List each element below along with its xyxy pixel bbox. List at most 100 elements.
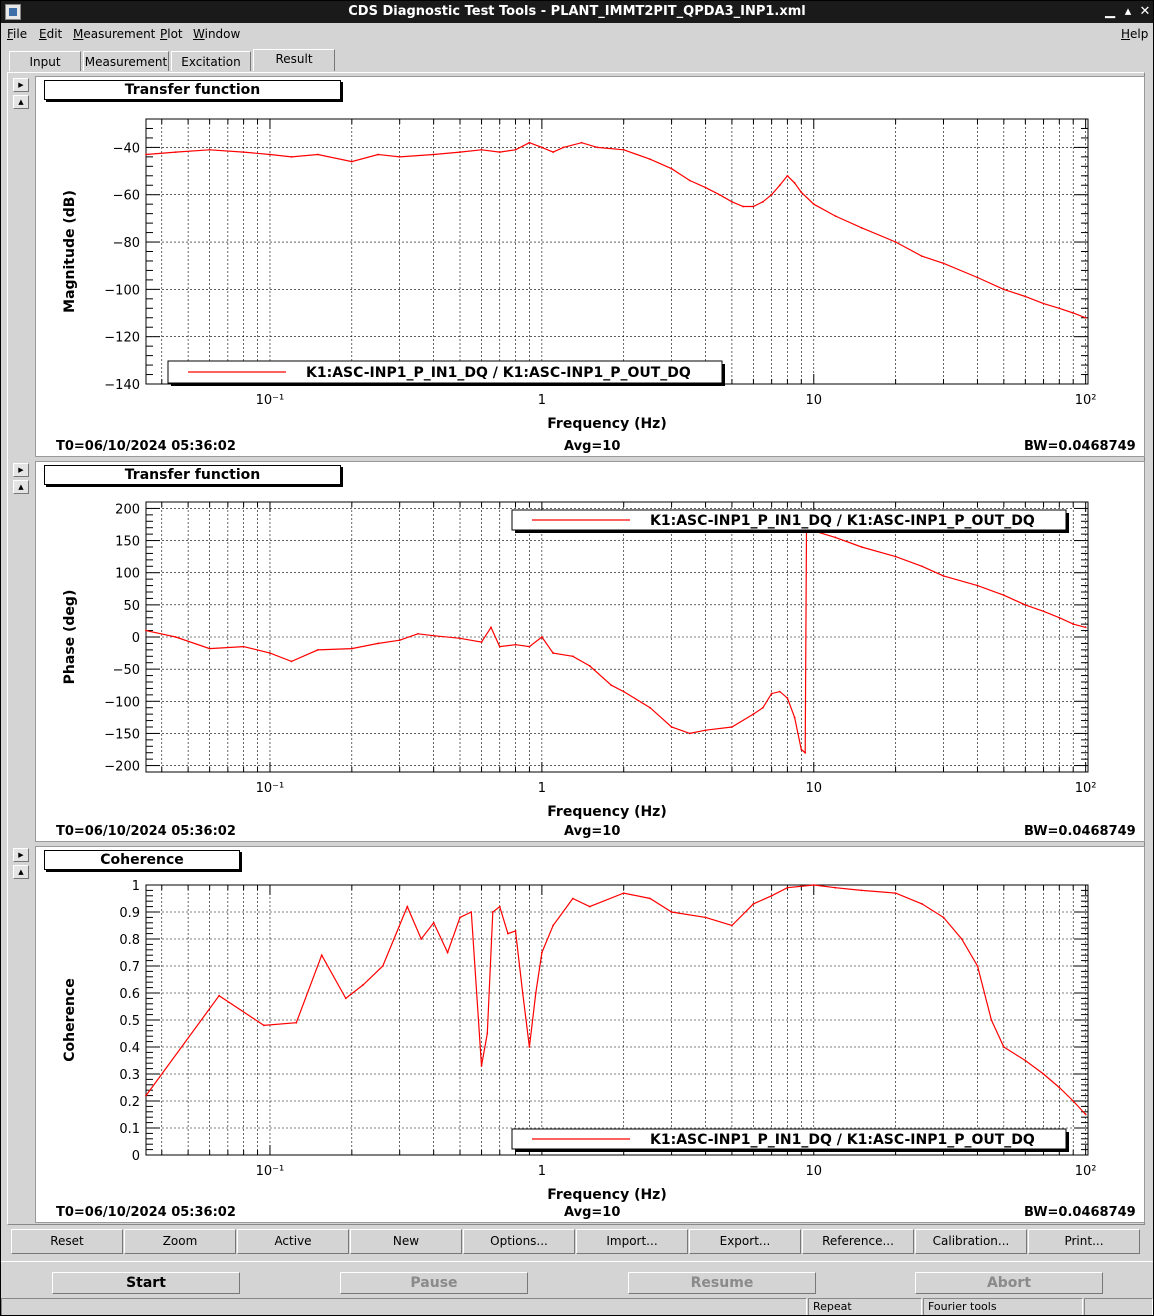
data-point (552, 924, 555, 927)
data-point (812, 884, 815, 886)
y-tick-label: 0.9 (119, 906, 140, 921)
plot-title[interactable]: Coherence (44, 850, 240, 870)
data-point (470, 911, 473, 913)
plot-canvas[interactable]: Transfer function −200 −150 −100 −50 0 50 100 1… (35, 461, 1145, 842)
y-tick-label: 0 (132, 1149, 140, 1164)
data-point (731, 924, 733, 927)
tab-input[interactable]: Input (9, 51, 81, 71)
tab-measurement[interactable]: Measurement (83, 51, 169, 71)
resume-button[interactable]: Resume (628, 1272, 816, 1294)
data-point (1002, 288, 1005, 291)
expand-arrow-icon[interactable]: ▶ (13, 78, 29, 92)
y-axis-label: Phase (deg) (62, 590, 78, 685)
menu-edit[interactable]: Edit (39, 27, 63, 41)
data-point (208, 647, 211, 650)
data-point (498, 905, 501, 908)
data-point (622, 892, 625, 894)
legend-box (167, 360, 723, 384)
data-point (521, 992, 524, 994)
expand-arrow-icon[interactable]: ▶ (13, 848, 29, 862)
import-button[interactable]: Import... (576, 1229, 688, 1254)
data-point (540, 636, 543, 638)
data-point (316, 648, 319, 651)
menu-measurement[interactable]: Measurement (73, 27, 156, 41)
zoom-button[interactable]: Zoom (124, 1229, 236, 1254)
tab-result[interactable]: Result (253, 49, 335, 71)
data-point (174, 636, 177, 638)
menu-help[interactable]: Help (1121, 27, 1149, 41)
y-tick-label: 1 (132, 879, 140, 894)
collapse-arrow-icon[interactable]: ▲ (13, 865, 29, 879)
app-icon[interactable] (5, 4, 21, 20)
menu-file[interactable]: File (7, 27, 28, 41)
menu-window[interactable]: Window (193, 27, 241, 41)
data-point (1072, 1100, 1075, 1102)
data-point (362, 984, 364, 986)
menu-plot[interactable]: Plot (160, 27, 183, 41)
reference-button[interactable]: Reference... (802, 1229, 914, 1254)
title-bar[interactable]: CDS Diagnostic Test Tools - PLANT_IMMT2P… (1, 1, 1153, 23)
data-point (942, 575, 945, 577)
data-point (459, 151, 461, 154)
active-button[interactable]: Active (237, 1229, 349, 1254)
collapse-arrow-icon[interactable]: ▲ (13, 95, 29, 109)
avg-label: Avg=10 (564, 439, 621, 454)
tab-excitation[interactable]: Excitation (171, 51, 251, 71)
calibration-button[interactable]: Calibration... (915, 1229, 1027, 1254)
plot-title[interactable]: Transfer function (44, 80, 341, 100)
reset-button[interactable]: Reset (11, 1229, 123, 1254)
x-axis-label: Frequency (Hz) (547, 804, 666, 820)
plot-title[interactable]: Transfer function (44, 465, 341, 485)
close-icon[interactable]: ✕ (1139, 4, 1151, 19)
data-point (860, 226, 863, 229)
data-point (834, 215, 837, 217)
data-point (921, 565, 923, 568)
maximize-icon[interactable]: ▴ (1124, 4, 1132, 19)
y-tick-label: 0.4 (119, 1041, 140, 1056)
plot-canvas[interactable]: Transfer function −140 −120 −100 −80 −60 −40 1… (35, 76, 1145, 457)
data-point (894, 241, 897, 243)
y-tick-label: 0.8 (119, 933, 140, 948)
coherence-chart[interactable]: 0 0.1 0.2 0.3 0.4 0.5 0.6 0.7 0.8 0.9 1 10⁻¹ 1 10 10² F… (36, 847, 1146, 1224)
data-point (459, 916, 461, 919)
data-point (290, 155, 293, 158)
magnitude-chart[interactable]: −140 −120 −100 −80 −60 −40 10⁻¹ 1 10 10² Frequency… (36, 77, 1146, 458)
expand-arrow-icon[interactable]: ▶ (13, 463, 29, 477)
data-point (552, 652, 555, 654)
data-point (344, 997, 347, 1000)
export-button[interactable]: Export... (689, 1229, 801, 1254)
y-tick-label: 200 (115, 502, 140, 517)
y-axis-label: Coherence (62, 978, 78, 1062)
abort-button[interactable]: Abort (915, 1272, 1103, 1294)
data-point (420, 938, 423, 940)
y-tick-label: 0.2 (119, 1095, 140, 1110)
data-point (742, 205, 745, 208)
data-point (670, 167, 673, 170)
y-tick-label: 100 (115, 567, 140, 582)
data-point (894, 892, 897, 894)
start-button[interactable]: Start (52, 1272, 240, 1294)
collapse-arrow-icon[interactable]: ▲ (13, 480, 29, 494)
data-point (174, 151, 177, 154)
options-button[interactable]: Options... (463, 1229, 575, 1254)
t0-label: T0=06/10/2024 05:36:02 (56, 824, 236, 839)
data-point (398, 155, 401, 158)
plot-canvas[interactable]: Coherence 0 0.1 0.2 0.3 0.4 0.5 0.6 0.7 0.8 0.9 1 1… (35, 846, 1145, 1223)
print-button[interactable]: Print... (1028, 1229, 1140, 1254)
data-point (942, 916, 945, 919)
series-line (145, 884, 1087, 1115)
data-point (649, 706, 651, 709)
x-tick-label: 10⁻¹ (256, 781, 285, 796)
data-point (770, 894, 773, 897)
data-point (588, 665, 591, 667)
minimize-icon[interactable]: ▁ (1105, 4, 1115, 19)
data-point (588, 905, 591, 908)
data-point (786, 886, 789, 889)
new-button[interactable]: New (350, 1229, 462, 1254)
data-point (316, 153, 319, 156)
phase-chart[interactable]: −200 −150 −100 −50 0 50 100 150 200 10⁻¹ 1 10 10² Fre… (36, 462, 1146, 843)
status-cell-extra (1084, 1298, 1153, 1315)
bw-label: BW=0.0468749 (1024, 824, 1136, 839)
x-tick-label: 10² (1075, 781, 1097, 796)
pause-button[interactable]: Pause (340, 1272, 528, 1294)
